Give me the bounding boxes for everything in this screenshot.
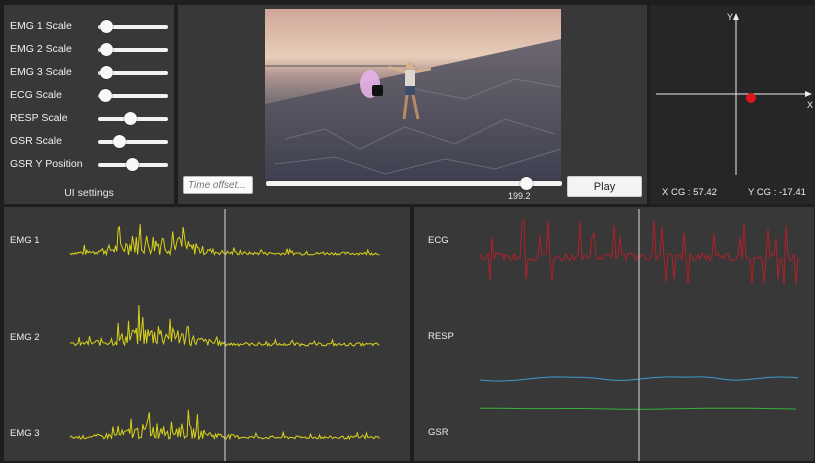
emg2-scale-slider[interactable]: EMG 2 Scale [10, 42, 170, 58]
slider-label: RESP Scale [10, 112, 68, 124]
gsr-scale-slider[interactable]: GSR Scale [10, 134, 170, 150]
slider-knob[interactable] [100, 43, 114, 56]
resp-label: RESP [428, 331, 454, 342]
x-axis-arrow [805, 91, 812, 97]
resp-scale-slider[interactable]: RESP Scale [10, 111, 170, 127]
ecg-label: ECG [428, 235, 449, 246]
slider-knob[interactable] [123, 112, 137, 125]
slider-knob[interactable] [113, 135, 126, 148]
timeline-slider[interactable] [266, 177, 562, 190]
slider-knob[interactable] [125, 158, 139, 171]
slider-track[interactable] [98, 112, 168, 125]
cog-panel: Y X X CG : 57.42 Y CG : -17.41 [650, 5, 814, 204]
scene-viewport[interactable] [265, 9, 561, 180]
slider-label: EMG 3 Scale [10, 66, 72, 78]
cog-point [746, 93, 756, 103]
gsr-label: GSR [428, 427, 449, 438]
emg1-label: EMG 1 [10, 235, 40, 246]
x-axis-label: X [807, 100, 813, 110]
time-offset-input[interactable] [183, 176, 253, 194]
terrain [265, 39, 561, 180]
video-panel: 199.2 Play [178, 5, 647, 204]
slider-knob[interactable] [99, 89, 112, 102]
emg-waveforms [69, 209, 380, 461]
slider-label: EMG 1 Scale [10, 20, 72, 32]
emg3-scale-slider[interactable]: EMG 3 Scale [10, 65, 170, 81]
ui-settings-panel: EMG 1 Scale EMG 2 Scale EMG 3 Scale ECG … [4, 5, 174, 204]
slider-label: GSR Scale [10, 135, 62, 147]
dark-object [372, 85, 383, 96]
slider-track[interactable] [98, 158, 168, 171]
y-cg-readout: Y CG : -17.41 [748, 187, 806, 198]
emg3-label: EMG 3 [10, 428, 40, 439]
gsr-waveform [480, 407, 797, 410]
x-cg-readout: X CG : 57.42 [662, 187, 717, 198]
scene-illustration [265, 39, 561, 180]
y-axis-label: Y [727, 12, 733, 22]
emg-signals-panel: EMG 1 EMG 2 EMG 3 [4, 207, 410, 461]
emg2-label: EMG 2 [10, 332, 40, 343]
slider-track[interactable] [98, 135, 168, 148]
physio-signals-panel: ECG RESP GSR [414, 207, 814, 461]
slider-track[interactable] [98, 20, 168, 33]
slider-track[interactable] [98, 43, 168, 56]
avatar-figure [388, 62, 432, 120]
slider-label: EMG 2 Scale [10, 43, 72, 55]
slider-track[interactable] [98, 89, 168, 102]
slider-label: GSR Y Position [10, 158, 83, 170]
emg1-scale-slider[interactable]: EMG 1 Scale [10, 19, 170, 35]
play-button[interactable]: Play [567, 176, 642, 197]
slider-knob[interactable] [100, 66, 114, 79]
slider-label: ECG Scale [10, 89, 62, 101]
terrain-texture [274, 78, 561, 175]
physio-waveforms [479, 209, 799, 461]
slider-track[interactable] [98, 66, 168, 79]
cog-plot: Y X [656, 12, 813, 175]
y-axis-arrow [733, 13, 739, 20]
slider-knob[interactable] [100, 20, 114, 33]
gsr-y-position-slider[interactable]: GSR Y Position [10, 157, 170, 173]
ecg-scale-slider[interactable]: ECG Scale [10, 88, 170, 104]
timeline-knob[interactable] [520, 177, 534, 190]
timeline-value: 199.2 [508, 191, 531, 201]
settings-title: UI settings [64, 187, 114, 199]
